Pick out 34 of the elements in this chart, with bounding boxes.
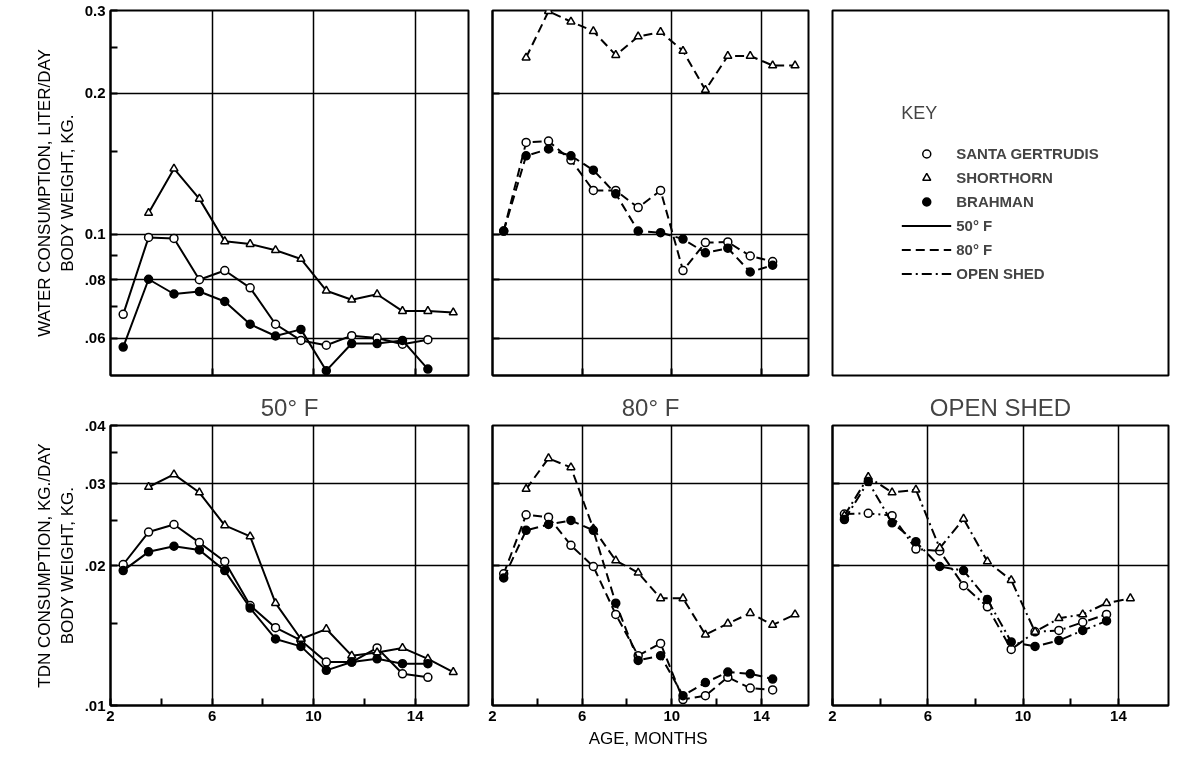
- x-tick-label: 10: [1014, 706, 1032, 724]
- y-tick-label: .01: [84, 696, 106, 714]
- x-tick-label: 6: [577, 706, 587, 724]
- chart-title: 80° F: [621, 393, 680, 421]
- legend-label: 50° F: [956, 216, 993, 234]
- y-tick-label: .02: [84, 556, 106, 574]
- legend-label: SANTA GERTRUDIS: [956, 144, 1099, 162]
- legend-label: OPEN SHED: [956, 264, 1045, 282]
- x-tick-label: 6: [923, 706, 932, 724]
- y-tick-label: 0.3: [84, 1, 106, 19]
- x-tick-label: 2: [106, 706, 115, 724]
- text: KEY: [901, 102, 939, 123]
- chart-title: OPEN SHED: [929, 393, 1072, 421]
- x-tick-label: 2: [828, 706, 837, 724]
- x-tick-label: 10: [305, 706, 322, 724]
- x-tick-label: 14: [1110, 706, 1128, 724]
- x-tick-label: 2: [488, 706, 497, 724]
- x-tick-label: 6: [207, 706, 217, 724]
- legend-label: BRAHMAN: [956, 192, 1034, 210]
- legend-label: 80° F: [956, 240, 993, 258]
- y-tick-label: .06: [84, 329, 106, 347]
- x-tick-label: 14: [406, 706, 425, 724]
- y-tick-label: .08: [84, 270, 106, 288]
- x-tick-label: 10: [663, 706, 681, 724]
- x-axis-title: AGE, MONTHS: [588, 728, 708, 748]
- legend-label: SHORTHORN: [956, 168, 1053, 186]
- x-tick-label: 14: [753, 706, 771, 724]
- y-tick-label: 0.2: [84, 84, 106, 102]
- y-axis-title: TDN CONSUMPTION, KG./DAY BODY WEIGHT, KG.: [34, 443, 77, 688]
- y-tick-label: .04: [84, 416, 107, 434]
- y-axis-title: WATER CONSUMPTION, LITER/DAY BODY WEIGHT, KG.: [34, 49, 77, 337]
- chart-title: 50° F: [260, 393, 319, 421]
- y-tick-label: .03: [84, 474, 106, 492]
- y-tick-label: 0.1: [84, 225, 106, 243]
